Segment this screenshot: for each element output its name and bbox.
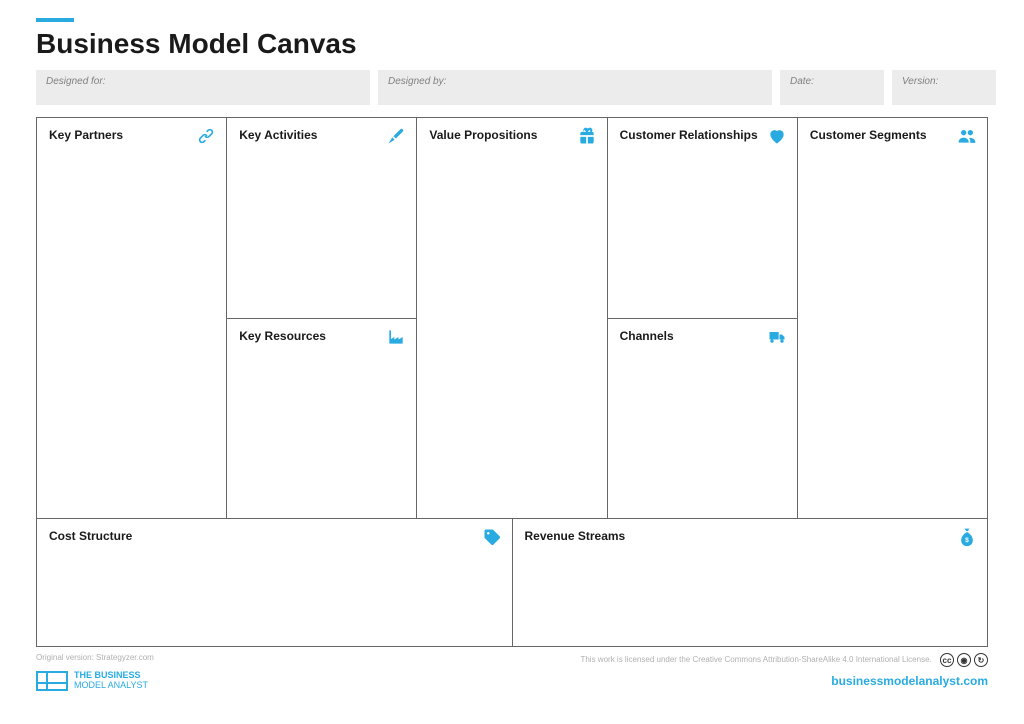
meta-date-label: Date: bbox=[790, 76, 814, 87]
cell-customer-relationships: Customer Relationships bbox=[608, 118, 797, 318]
cell-key-resources: Key Resources bbox=[227, 318, 416, 519]
cell-cost-structure: Cost Structure bbox=[37, 519, 512, 646]
col-value-propositions: Value Propositions bbox=[416, 118, 606, 518]
footer-license: This work is licensed under the Creative… bbox=[580, 655, 931, 664]
canvas-top-row: Key Partners Key Activities Key Resource… bbox=[37, 118, 987, 518]
meta-designed-for-label: Designed for: bbox=[46, 76, 105, 87]
cell-customer-segments: Customer Segments bbox=[798, 118, 987, 518]
footer-row: Original version: Strategyzer.com This w… bbox=[36, 653, 988, 667]
col-customer-segments: Customer Segments bbox=[797, 118, 987, 518]
cell-channels: Channels bbox=[608, 318, 797, 519]
meta-version: Version: bbox=[892, 70, 996, 105]
brand: THE BUSINESS MODEL ANALYST bbox=[36, 671, 148, 691]
gift-icon bbox=[577, 126, 597, 146]
cell-key-partners: Key Partners bbox=[37, 118, 226, 518]
col-activities-resources: Key Activities Key Resources bbox=[226, 118, 416, 518]
cell-key-activities: Key Activities bbox=[227, 118, 416, 318]
cell-title: Key Activities bbox=[239, 128, 404, 142]
heart-icon bbox=[767, 126, 787, 146]
cell-value-propositions: Value Propositions bbox=[417, 118, 606, 518]
cell-title: Cost Structure bbox=[49, 529, 500, 543]
brand-text: THE BUSINESS MODEL ANALYST bbox=[74, 671, 148, 691]
brand-line2: MODEL ANALYST bbox=[74, 681, 148, 691]
footer-original: Original version: Strategyzer.com bbox=[36, 653, 154, 667]
cc-icons: cc ◉ ↻ bbox=[940, 653, 988, 667]
link-icon bbox=[196, 126, 216, 146]
paintbrush-icon bbox=[386, 126, 406, 146]
meta-designed-by-label: Designed by: bbox=[388, 76, 446, 87]
truck-icon bbox=[767, 327, 787, 347]
factory-icon bbox=[386, 327, 406, 347]
cell-title: Value Propositions bbox=[429, 128, 594, 142]
meta-date: Date: bbox=[780, 70, 884, 105]
site-link[interactable]: businessmodelanalyst.com bbox=[831, 674, 988, 688]
by-icon: ◉ bbox=[957, 653, 971, 667]
moneybag-icon: $ bbox=[957, 527, 977, 547]
cell-title: Key Resources bbox=[239, 329, 404, 343]
meta-designed-for: Designed for: bbox=[36, 70, 370, 105]
canvas-bottom-row: Cost Structure Revenue Streams $ bbox=[37, 518, 987, 646]
brand-logo-icon bbox=[36, 671, 68, 691]
page-title: Business Model Canvas bbox=[36, 28, 988, 60]
col-key-partners: Key Partners bbox=[37, 118, 226, 518]
svg-text:$: $ bbox=[965, 537, 969, 544]
cell-title: Customer Relationships bbox=[620, 128, 785, 142]
tag-icon bbox=[482, 527, 502, 547]
users-icon bbox=[957, 126, 977, 146]
accent-bar bbox=[36, 18, 74, 22]
col-relationships-channels: Customer Relationships Channels bbox=[607, 118, 797, 518]
meta-row: Designed for: Designed by: Date: Version… bbox=[36, 70, 988, 105]
meta-version-label: Version: bbox=[902, 76, 938, 87]
brand-row: THE BUSINESS MODEL ANALYST businessmodel… bbox=[36, 671, 988, 691]
cell-title: Revenue Streams bbox=[525, 529, 976, 543]
footer-license-wrap: This work is licensed under the Creative… bbox=[580, 653, 988, 667]
cell-title: Customer Segments bbox=[810, 128, 975, 142]
cc-icon: cc bbox=[940, 653, 954, 667]
cell-title: Channels bbox=[620, 329, 785, 343]
canvas-grid: Key Partners Key Activities Key Resource… bbox=[36, 117, 988, 647]
meta-designed-by: Designed by: bbox=[378, 70, 772, 105]
cell-revenue-streams: Revenue Streams $ bbox=[512, 519, 988, 646]
sa-icon: ↻ bbox=[974, 653, 988, 667]
cell-title: Key Partners bbox=[49, 128, 214, 142]
